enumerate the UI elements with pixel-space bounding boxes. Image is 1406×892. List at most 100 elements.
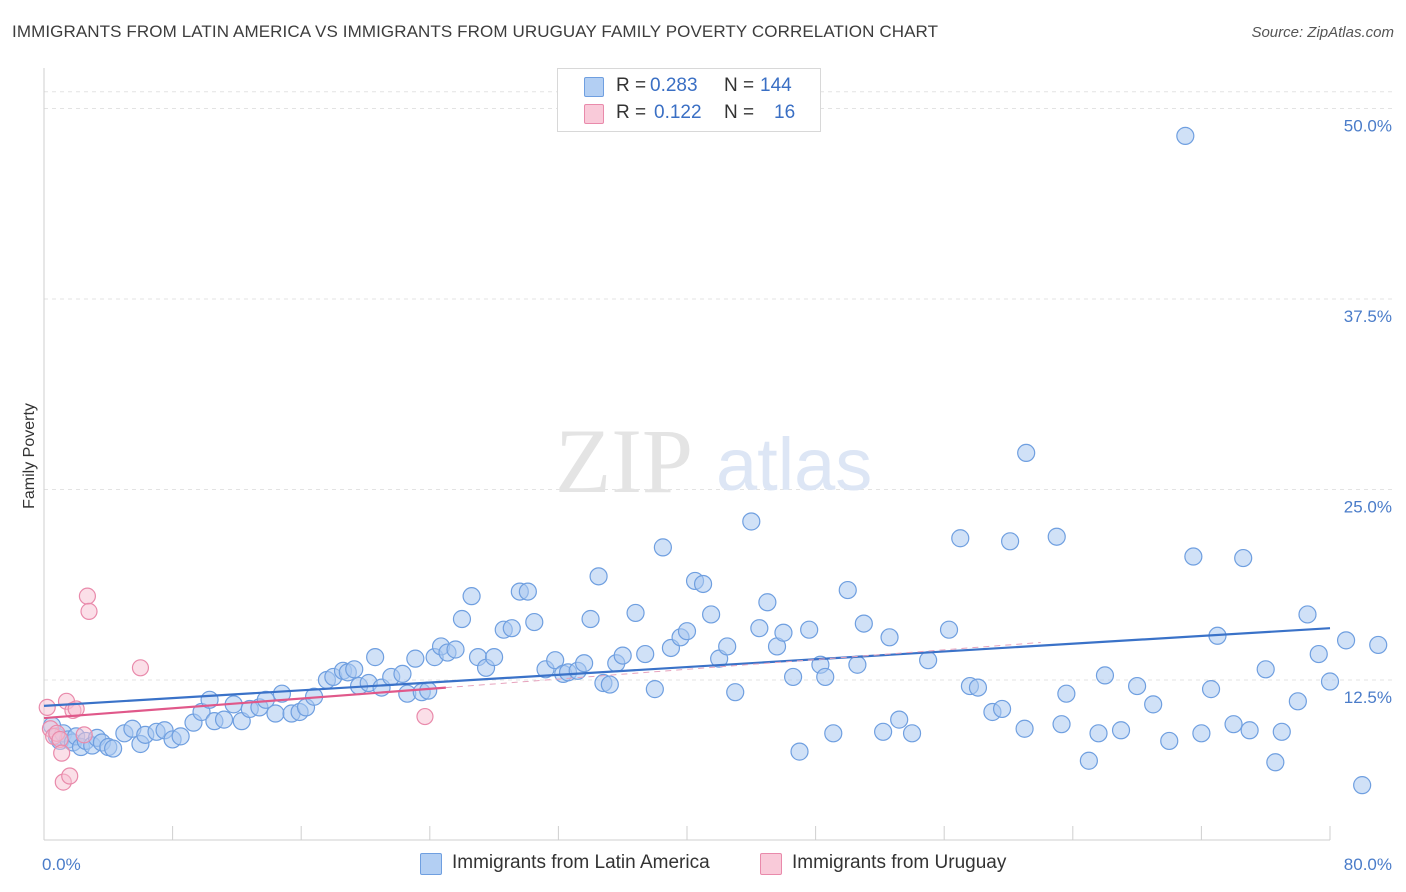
data-point-latin-america bbox=[939, 620, 959, 639]
legend-swatch-blue bbox=[420, 853, 442, 875]
data-point-latin-america bbox=[1089, 724, 1108, 743]
data-point-latin-america bbox=[783, 667, 803, 687]
legend-r-value: 0.283 bbox=[650, 75, 698, 96]
data-point-latin-america bbox=[406, 649, 425, 668]
data-point-latin-america bbox=[600, 675, 619, 694]
data-point-latin-america bbox=[1256, 660, 1275, 679]
data-point-latin-america bbox=[1309, 644, 1328, 664]
data-point-latin-america bbox=[446, 640, 465, 659]
data-point-latin-america bbox=[874, 722, 893, 741]
legend-label-uruguay: Immigrants from Uruguay bbox=[792, 852, 1007, 873]
data-point-latin-america bbox=[992, 699, 1012, 719]
data-point-latin-america bbox=[636, 644, 655, 664]
legend-swatch-pink bbox=[584, 104, 604, 124]
data-point-latin-america bbox=[1047, 527, 1066, 546]
y-tick-label: 12.5% bbox=[1344, 688, 1392, 707]
data-point-latin-america bbox=[880, 628, 899, 647]
data-point-latin-america bbox=[462, 587, 481, 606]
data-point-latin-america bbox=[1298, 605, 1317, 624]
data-point-uruguay bbox=[416, 707, 434, 726]
source-credit: Source: ZipAtlas.com bbox=[1251, 24, 1394, 41]
data-point-latin-america bbox=[1111, 721, 1131, 740]
data-point-latin-america bbox=[951, 529, 970, 548]
legend-n-label: N = bbox=[724, 75, 755, 96]
data-point-latin-america bbox=[1184, 547, 1203, 566]
chart-title: IMMIGRANTS FROM LATIN AMERICA VS IMMIGRA… bbox=[12, 22, 939, 41]
data-point-latin-america bbox=[575, 654, 594, 673]
legend-r-label: R = bbox=[616, 102, 647, 123]
data-point-latin-america bbox=[1127, 676, 1147, 696]
data-point-latin-america bbox=[919, 651, 938, 670]
data-point-latin-america bbox=[171, 727, 190, 746]
data-point-uruguay bbox=[53, 744, 71, 762]
legend-row-latin-america: R = 0.283 N = 144 bbox=[558, 74, 820, 100]
data-point-latin-america bbox=[613, 646, 632, 665]
legend-row-uruguay: R = 0.122 N = 16 bbox=[558, 101, 820, 127]
data-point-latin-america bbox=[816, 667, 835, 687]
x-tick-label: 80.0% bbox=[1344, 855, 1392, 874]
data-point-latin-america bbox=[485, 648, 504, 667]
data-point-latin-america bbox=[742, 512, 761, 531]
data-point-latin-america bbox=[345, 660, 364, 679]
watermark: ZIP atlas bbox=[555, 410, 872, 512]
data-point-latin-america bbox=[645, 680, 664, 699]
data-point-uruguay bbox=[38, 698, 56, 717]
data-point-latin-america bbox=[1234, 548, 1253, 568]
trend-lines bbox=[43, 627, 1331, 720]
data-point-latin-america bbox=[758, 593, 777, 612]
data-point-latin-america bbox=[419, 681, 438, 700]
data-point-latin-america bbox=[1176, 126, 1195, 146]
data-point-latin-america bbox=[968, 678, 988, 697]
data-point-uruguay bbox=[78, 587, 97, 605]
legend-r-value: 0.122 bbox=[654, 102, 702, 123]
correlation-legend: R = 0.283 N = 144 R = 0.122 N = 16 bbox=[557, 68, 821, 132]
tick-labels: 12.5% 25.0% 37.5% 50.0% 0.0% 80.0% bbox=[42, 116, 1392, 874]
y-tick-label: 37.5% bbox=[1344, 307, 1392, 326]
data-point-latin-america bbox=[1224, 715, 1243, 734]
y-axis-label: Family Poverty bbox=[21, 403, 38, 509]
series-legend: Immigrants from Latin America Immigrants… bbox=[0, 851, 1406, 879]
data-point-latin-america bbox=[1192, 724, 1211, 743]
data-point-latin-america bbox=[854, 614, 873, 633]
data-point-latin-america bbox=[589, 567, 608, 586]
data-point-latin-america bbox=[718, 637, 737, 656]
data-point-latin-america bbox=[702, 605, 721, 624]
data-point-latin-america bbox=[838, 580, 857, 600]
data-point-latin-america bbox=[848, 655, 867, 674]
data-point-latin-america bbox=[546, 651, 565, 670]
data-point-latin-america bbox=[104, 739, 123, 758]
data-point-latin-america bbox=[790, 742, 809, 761]
data-point-uruguay bbox=[61, 767, 79, 785]
data-point-latin-america bbox=[750, 619, 769, 638]
data-point-latin-america bbox=[581, 609, 600, 629]
legend-swatch-blue bbox=[584, 77, 604, 97]
trend-extension-uruguay bbox=[445, 641, 1041, 689]
data-point-uruguay bbox=[80, 602, 98, 621]
data-point-uruguay bbox=[75, 726, 93, 744]
data-point-latin-america bbox=[626, 603, 645, 623]
data-point-latin-america bbox=[890, 710, 909, 729]
watermark-atlas: atlas bbox=[716, 423, 872, 506]
data-point-latin-america bbox=[1052, 715, 1071, 734]
data-point-uruguay bbox=[131, 659, 150, 677]
data-point-latin-america bbox=[1320, 672, 1340, 691]
legend-n-value: 144 bbox=[760, 75, 792, 96]
legend-r-label: R = bbox=[616, 75, 647, 96]
watermark-zip: ZIP bbox=[555, 410, 693, 512]
data-point-latin-america bbox=[1144, 695, 1163, 714]
data-point-latin-america bbox=[214, 710, 234, 729]
y-tick-label: 25.0% bbox=[1344, 497, 1392, 516]
data-point-latin-america bbox=[393, 664, 412, 683]
data-point-latin-america bbox=[452, 609, 472, 629]
legend-label-latin-america: Immigrants from Latin America bbox=[452, 852, 710, 873]
data-point-latin-america bbox=[693, 574, 713, 594]
data-point-latin-america bbox=[525, 612, 544, 632]
data-point-latin-america bbox=[1240, 721, 1259, 740]
data-point-latin-america bbox=[677, 622, 697, 641]
data-point-latin-america bbox=[1095, 666, 1115, 685]
data-point-latin-america bbox=[1015, 719, 1034, 738]
legend-n-label: N = bbox=[724, 102, 755, 123]
data-point-latin-america bbox=[1266, 753, 1285, 772]
legend-n-value: 16 bbox=[774, 102, 796, 123]
